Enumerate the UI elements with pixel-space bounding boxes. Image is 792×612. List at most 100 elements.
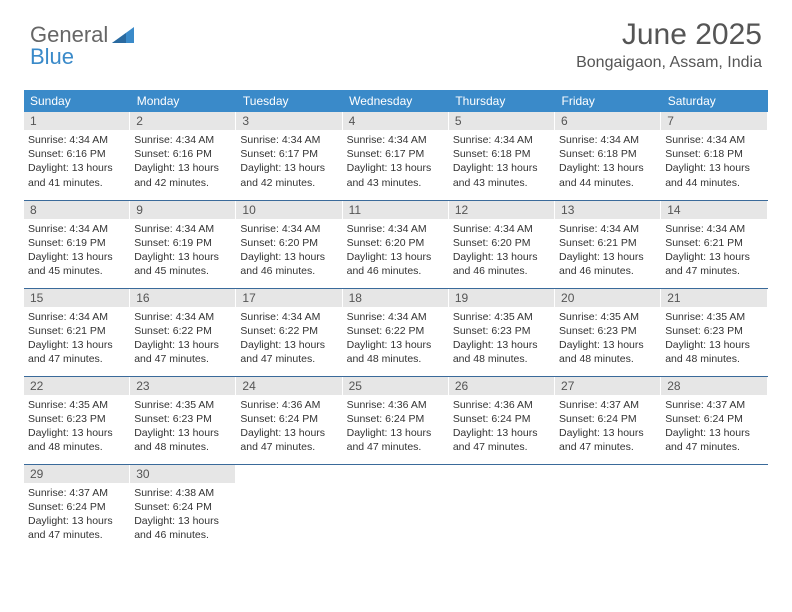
calendar-cell: 14Sunrise: 4:34 AMSunset: 6:21 PMDayligh… xyxy=(661,200,767,288)
day-details: Sunrise: 4:37 AMSunset: 6:24 PMDaylight:… xyxy=(555,395,661,458)
sunrise-text: Sunrise: 4:36 AM xyxy=(453,398,551,412)
daylight-text: Daylight: 13 hours and 47 minutes. xyxy=(665,426,763,454)
sunrise-text: Sunrise: 4:37 AM xyxy=(665,398,763,412)
daylight-text: Daylight: 13 hours and 41 minutes. xyxy=(28,161,126,189)
daylight-text: Daylight: 13 hours and 46 minutes. xyxy=(559,250,657,278)
day-details: Sunrise: 4:34 AMSunset: 6:20 PMDaylight:… xyxy=(343,219,449,282)
daylight-text: Daylight: 13 hours and 47 minutes. xyxy=(28,338,126,366)
sunrise-text: Sunrise: 4:37 AM xyxy=(559,398,657,412)
sunrise-text: Sunrise: 4:34 AM xyxy=(28,310,126,324)
calendar-cell: 7Sunrise: 4:34 AMSunset: 6:18 PMDaylight… xyxy=(661,112,767,200)
calendar-cell: 9Sunrise: 4:34 AMSunset: 6:19 PMDaylight… xyxy=(130,200,236,288)
day-number: 22 xyxy=(24,377,130,395)
weekday-header: Monday xyxy=(130,90,236,112)
day-number: 5 xyxy=(449,112,555,130)
calendar-cell xyxy=(555,464,661,552)
calendar-cell: 6Sunrise: 4:34 AMSunset: 6:18 PMDaylight… xyxy=(555,112,661,200)
day-details: Sunrise: 4:35 AMSunset: 6:23 PMDaylight:… xyxy=(24,395,130,458)
daylight-text: Daylight: 13 hours and 46 minutes. xyxy=(453,250,551,278)
daylight-text: Daylight: 13 hours and 46 minutes. xyxy=(347,250,445,278)
day-details: Sunrise: 4:34 AMSunset: 6:17 PMDaylight:… xyxy=(236,130,342,193)
calendar-row: 22Sunrise: 4:35 AMSunset: 6:23 PMDayligh… xyxy=(24,376,768,464)
day-details: Sunrise: 4:34 AMSunset: 6:19 PMDaylight:… xyxy=(130,219,236,282)
page-title: June 2025 xyxy=(576,18,762,52)
day-number: 6 xyxy=(555,112,661,130)
daylight-text: Daylight: 13 hours and 47 minutes. xyxy=(665,250,763,278)
day-number: 8 xyxy=(24,201,130,219)
sunrise-text: Sunrise: 4:34 AM xyxy=(347,133,445,147)
day-number: 28 xyxy=(661,377,767,395)
day-details: Sunrise: 4:34 AMSunset: 6:20 PMDaylight:… xyxy=(236,219,342,282)
sunset-text: Sunset: 6:20 PM xyxy=(453,236,551,250)
day-details: Sunrise: 4:34 AMSunset: 6:16 PMDaylight:… xyxy=(24,130,130,193)
calendar-cell: 1Sunrise: 4:34 AMSunset: 6:16 PMDaylight… xyxy=(24,112,130,200)
calendar-cell: 15Sunrise: 4:34 AMSunset: 6:21 PMDayligh… xyxy=(24,288,130,376)
day-number-empty xyxy=(661,465,767,483)
sunset-text: Sunset: 6:18 PM xyxy=(453,147,551,161)
sunrise-text: Sunrise: 4:36 AM xyxy=(347,398,445,412)
day-number: 11 xyxy=(343,201,449,219)
day-details: Sunrise: 4:35 AMSunset: 6:23 PMDaylight:… xyxy=(661,307,767,370)
day-details: Sunrise: 4:34 AMSunset: 6:18 PMDaylight:… xyxy=(661,130,767,193)
day-details: Sunrise: 4:34 AMSunset: 6:18 PMDaylight:… xyxy=(555,130,661,193)
sunset-text: Sunset: 6:20 PM xyxy=(347,236,445,250)
daylight-text: Daylight: 13 hours and 48 minutes. xyxy=(559,338,657,366)
day-number: 19 xyxy=(449,289,555,307)
sunset-text: Sunset: 6:19 PM xyxy=(134,236,232,250)
day-number-empty xyxy=(343,465,449,483)
calendar-cell: 23Sunrise: 4:35 AMSunset: 6:23 PMDayligh… xyxy=(130,376,236,464)
calendar-cell: 13Sunrise: 4:34 AMSunset: 6:21 PMDayligh… xyxy=(555,200,661,288)
calendar-cell: 16Sunrise: 4:34 AMSunset: 6:22 PMDayligh… xyxy=(130,288,236,376)
sunset-text: Sunset: 6:24 PM xyxy=(134,500,232,514)
sunrise-text: Sunrise: 4:34 AM xyxy=(240,133,338,147)
weekday-header: Wednesday xyxy=(343,90,449,112)
sunrise-text: Sunrise: 4:34 AM xyxy=(453,133,551,147)
sunset-text: Sunset: 6:18 PM xyxy=(559,147,657,161)
calendar-cell xyxy=(236,464,342,552)
daylight-text: Daylight: 13 hours and 48 minutes. xyxy=(453,338,551,366)
day-number: 9 xyxy=(130,201,236,219)
weekday-header: Tuesday xyxy=(236,90,342,112)
sunset-text: Sunset: 6:24 PM xyxy=(347,412,445,426)
calendar-cell: 30Sunrise: 4:38 AMSunset: 6:24 PMDayligh… xyxy=(130,464,236,552)
calendar-cell: 24Sunrise: 4:36 AMSunset: 6:24 PMDayligh… xyxy=(236,376,342,464)
day-details: Sunrise: 4:34 AMSunset: 6:17 PMDaylight:… xyxy=(343,130,449,193)
sunrise-text: Sunrise: 4:34 AM xyxy=(134,222,232,236)
sunset-text: Sunset: 6:22 PM xyxy=(347,324,445,338)
day-details: Sunrise: 4:34 AMSunset: 6:21 PMDaylight:… xyxy=(24,307,130,370)
day-number: 20 xyxy=(555,289,661,307)
sunrise-text: Sunrise: 4:34 AM xyxy=(559,222,657,236)
sunset-text: Sunset: 6:24 PM xyxy=(453,412,551,426)
calendar-cell xyxy=(661,464,767,552)
daylight-text: Daylight: 13 hours and 48 minutes. xyxy=(347,338,445,366)
daylight-text: Daylight: 13 hours and 42 minutes. xyxy=(134,161,232,189)
sunrise-text: Sunrise: 4:36 AM xyxy=(240,398,338,412)
sunrise-text: Sunrise: 4:34 AM xyxy=(347,222,445,236)
daylight-text: Daylight: 13 hours and 47 minutes. xyxy=(240,426,338,454)
day-number: 14 xyxy=(661,201,767,219)
calendar-cell: 26Sunrise: 4:36 AMSunset: 6:24 PMDayligh… xyxy=(449,376,555,464)
day-details: Sunrise: 4:34 AMSunset: 6:21 PMDaylight:… xyxy=(661,219,767,282)
day-number: 15 xyxy=(24,289,130,307)
daylight-text: Daylight: 13 hours and 44 minutes. xyxy=(665,161,763,189)
weekday-header: Friday xyxy=(555,90,661,112)
day-details: Sunrise: 4:35 AMSunset: 6:23 PMDaylight:… xyxy=(449,307,555,370)
sunset-text: Sunset: 6:23 PM xyxy=(28,412,126,426)
daylight-text: Daylight: 13 hours and 43 minutes. xyxy=(347,161,445,189)
day-details: Sunrise: 4:36 AMSunset: 6:24 PMDaylight:… xyxy=(343,395,449,458)
day-details: Sunrise: 4:37 AMSunset: 6:24 PMDaylight:… xyxy=(24,483,130,546)
sunset-text: Sunset: 6:24 PM xyxy=(240,412,338,426)
day-number: 23 xyxy=(130,377,236,395)
day-number: 7 xyxy=(661,112,767,130)
calendar-cell: 2Sunrise: 4:34 AMSunset: 6:16 PMDaylight… xyxy=(130,112,236,200)
calendar-cell xyxy=(449,464,555,552)
day-details: Sunrise: 4:34 AMSunset: 6:20 PMDaylight:… xyxy=(449,219,555,282)
day-number: 17 xyxy=(236,289,342,307)
sunrise-text: Sunrise: 4:35 AM xyxy=(665,310,763,324)
daylight-text: Daylight: 13 hours and 47 minutes. xyxy=(134,338,232,366)
calendar-cell: 28Sunrise: 4:37 AMSunset: 6:24 PMDayligh… xyxy=(661,376,767,464)
calendar-cell: 19Sunrise: 4:35 AMSunset: 6:23 PMDayligh… xyxy=(449,288,555,376)
day-details: Sunrise: 4:36 AMSunset: 6:24 PMDaylight:… xyxy=(449,395,555,458)
daylight-text: Daylight: 13 hours and 43 minutes. xyxy=(453,161,551,189)
sunrise-text: Sunrise: 4:38 AM xyxy=(134,486,232,500)
